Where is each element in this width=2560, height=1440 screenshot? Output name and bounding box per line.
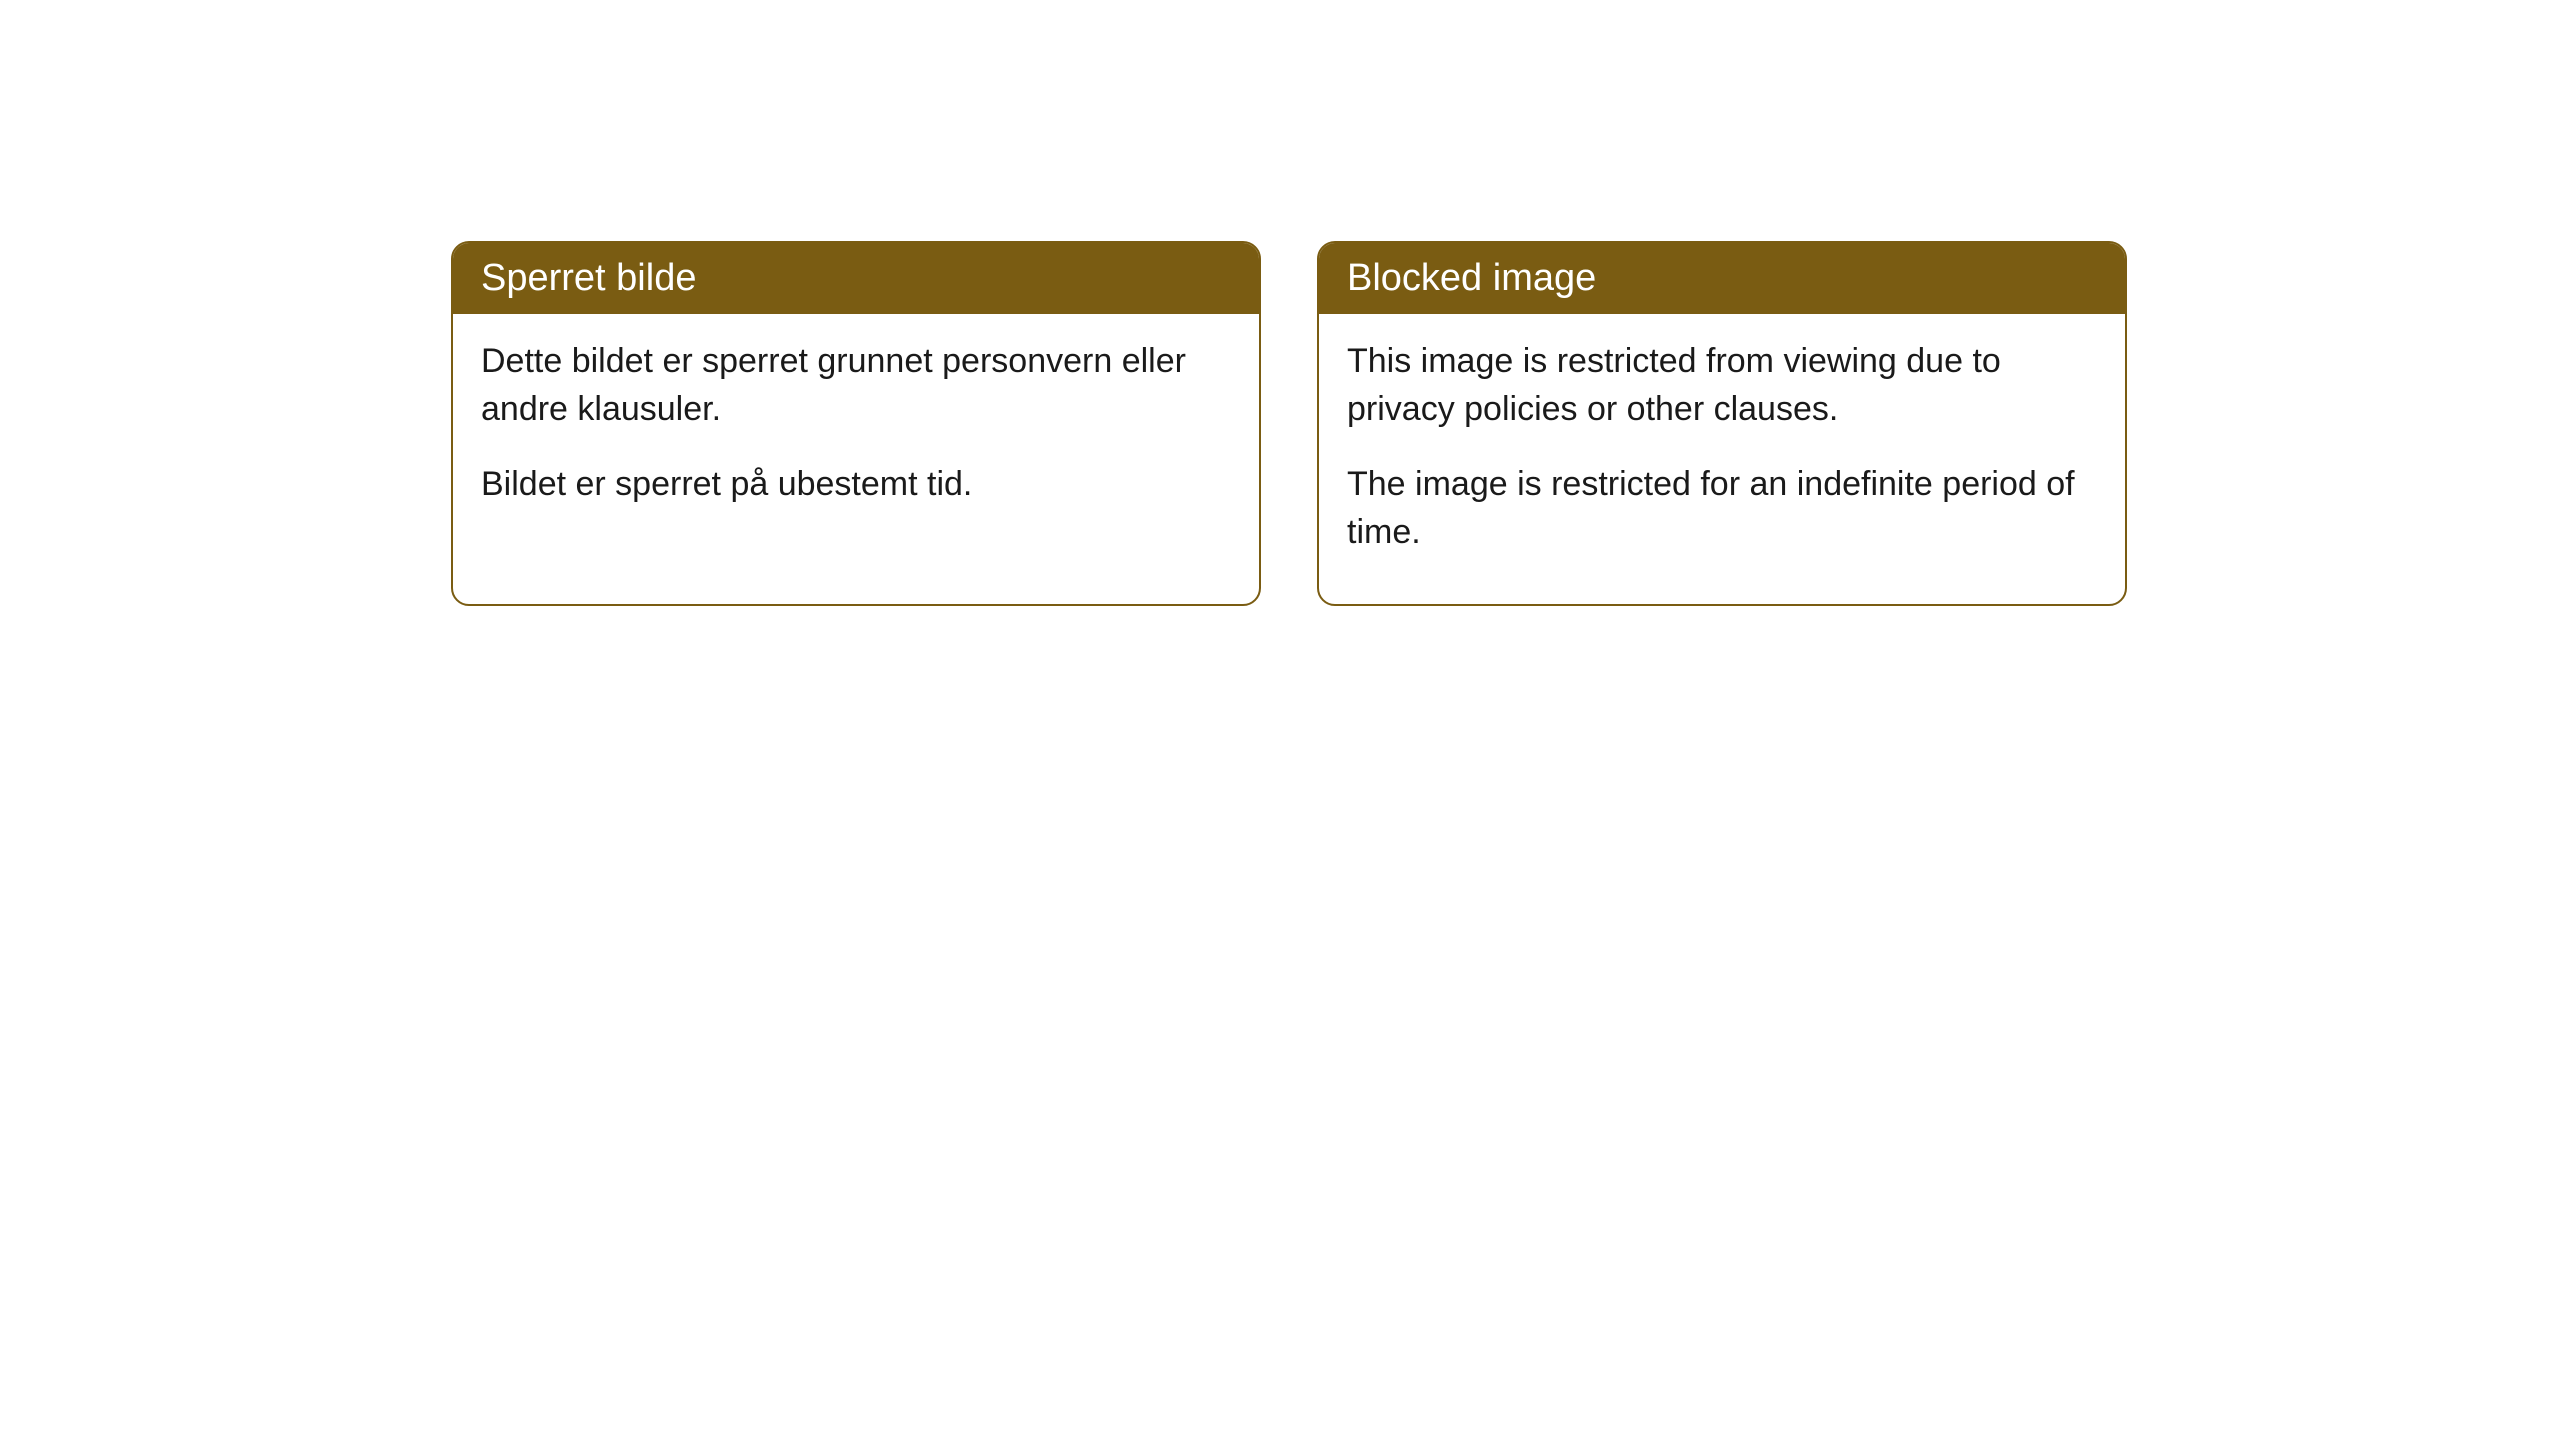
card-body-english: This image is restricted from viewing du… [1319,314,2125,604]
card-header-norwegian: Sperret bilde [453,243,1259,314]
card-paragraph-2: The image is restricted for an indefinit… [1347,461,2097,556]
card-paragraph-1: Dette bildet er sperret grunnet personve… [481,338,1231,433]
card-body-norwegian: Dette bildet er sperret grunnet personve… [453,314,1259,557]
card-header-english: Blocked image [1319,243,2125,314]
card-english: Blocked image This image is restricted f… [1317,241,2127,606]
card-norwegian: Sperret bilde Dette bildet er sperret gr… [451,241,1261,606]
card-paragraph-2: Bildet er sperret på ubestemt tid. [481,461,1231,509]
card-paragraph-1: This image is restricted from viewing du… [1347,338,2097,433]
card-title: Blocked image [1347,257,1596,299]
card-title: Sperret bilde [481,257,696,299]
cards-container: Sperret bilde Dette bildet er sperret gr… [451,241,2127,606]
